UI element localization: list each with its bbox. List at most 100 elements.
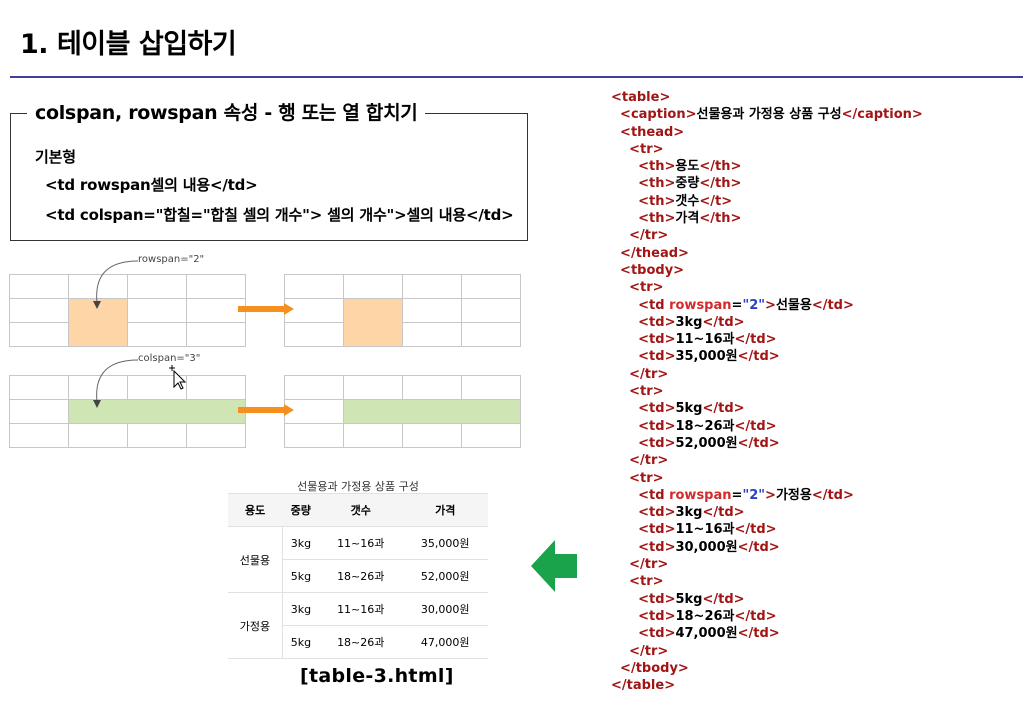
rowspan-after-merged-cell <box>343 298 403 347</box>
code-token: <tr> <box>611 141 664 157</box>
code-token: </td> <box>702 401 745 417</box>
code-token: </td> <box>734 522 777 538</box>
code-line: <tr> <box>611 573 923 590</box>
code-token: rowspan <box>669 297 732 313</box>
code-token: 3kg <box>675 505 703 521</box>
code-line: <td>3kg</td> <box>611 504 923 521</box>
code-token: <td> <box>611 505 676 521</box>
code-token: <td <box>611 487 670 503</box>
code-token: </td> <box>702 591 745 607</box>
code-token: <td> <box>611 522 676 538</box>
colspan-before-cell <box>186 375 246 400</box>
group-cell: 선물용 <box>228 526 283 593</box>
code-line: <caption>선물용과 가정용 상품 구성</caption> <box>611 106 923 123</box>
code-token: </tr> <box>611 228 669 244</box>
colspan-after-cell <box>343 375 403 400</box>
rowspan-after-cell <box>284 274 344 299</box>
syntax-line-rowspan: <td rowspan셀의 내용</td> <box>45 176 258 194</box>
code-line: <td rowspan="2">선물용</td> <box>611 297 923 314</box>
code-token: </thead> <box>611 245 689 261</box>
code-token: </td> <box>737 349 780 365</box>
table-cell: 3kg <box>282 592 320 626</box>
code-token: 가격 <box>675 211 700 227</box>
code-line: <tr> <box>611 470 923 487</box>
colspan-after-cell <box>284 423 344 448</box>
code-token: </tr> <box>611 643 669 659</box>
code-token: </td> <box>737 626 780 642</box>
rowspan-after-cell <box>461 322 521 347</box>
code-token: </td> <box>737 539 780 555</box>
code-line: <td>18~26과</td> <box>611 608 923 625</box>
rowspan-before-cell <box>9 298 69 323</box>
colspan-after-cell <box>461 423 521 448</box>
code-line: <th>중량</th> <box>611 175 923 192</box>
rowspan-before-cell <box>127 322 187 347</box>
code-token: <th> <box>611 176 676 192</box>
info-subhead: 기본형 <box>35 148 76 166</box>
code-token: <td> <box>611 539 676 555</box>
header-cell: 갯수 <box>319 493 403 527</box>
rowspan-before-cell <box>186 322 246 347</box>
code-token: </td> <box>734 608 777 624</box>
code-line: <td>3kg</td> <box>611 314 923 331</box>
code-line: <td>11~16과</td> <box>611 521 923 538</box>
page-title: 1. 테이블 삽입하기 <box>20 29 237 60</box>
colspan-before-cell <box>9 375 69 400</box>
info-box-heading: colspan, rowspan 속성 - 행 또는 열 합치기 <box>27 98 426 125</box>
colspan-before-cell <box>9 399 69 424</box>
code-line: </tr> <box>611 556 923 573</box>
colspan-curve-arrow <box>93 359 139 408</box>
header-cell: 가격 <box>402 493 488 527</box>
table-cell: 5kg <box>282 559 320 593</box>
code-token: 11~16과 <box>675 332 735 348</box>
code-line: <td rowspan="2">가정용</td> <box>611 487 923 504</box>
rowspan-before-cell <box>186 274 246 299</box>
colspan-after-cell <box>284 375 344 400</box>
rowspan-before-cell <box>9 274 69 299</box>
rowspan-after-cell <box>284 322 344 347</box>
rowspan-before-cell <box>9 322 69 347</box>
code-token: > <box>765 297 776 313</box>
header-cell: 중량 <box>282 493 320 527</box>
syntax-line-colspan: <td colspan="합칠="합칠 셀의 개수"> 셀의 개수">셀의 내용… <box>45 206 514 224</box>
code-token: <td> <box>611 314 676 330</box>
code-token: </td> <box>737 435 780 451</box>
code-line: <th>가격</th> <box>611 210 923 227</box>
code-line: </tbody> <box>611 660 923 677</box>
code-line: <td>35,000원</td> <box>611 348 923 365</box>
code-token: 중량 <box>675 176 700 192</box>
table-row: 선물용 3kg 11~16과 35,000원 <box>228 526 488 593</box>
code-token: </td> <box>734 418 777 434</box>
code-token: 3kg <box>675 314 703 330</box>
transform-arrow-1-head <box>284 303 294 315</box>
sample-table: 용도 중량 갯수 가격 선물용 3kg 11~16과 35,000원 5kg 1… <box>228 493 488 659</box>
code-line: <th>용도</th> <box>611 158 923 175</box>
table-cell: 18~26과 <box>319 625 403 659</box>
table-cell: 11~16과 <box>319 592 403 626</box>
code-line: <td>47,000원</td> <box>611 625 923 642</box>
header-cell: 용도 <box>228 493 283 527</box>
code-token: <td> <box>611 418 676 434</box>
title-divider <box>10 76 1023 78</box>
colspan-after-merged-cell <box>343 399 521 424</box>
code-token: 11~16과 <box>675 522 735 538</box>
code-token: <thead> <box>611 124 685 140</box>
table-cell: 35,000원 <box>402 526 488 560</box>
table-row: 5kg 18~26과 47,000원 <box>228 625 488 659</box>
code-token: </th> <box>699 176 742 192</box>
code-token: 선물용 <box>775 297 812 313</box>
code-token: </tr> <box>611 366 669 382</box>
colspan-after-cell <box>402 375 462 400</box>
sample-table-header-row: 용도 중량 갯수 가격 <box>228 493 488 527</box>
table-cell: 52,000원 <box>402 559 488 593</box>
code-line: <td>5kg</td> <box>611 591 923 608</box>
code-token: <tr> <box>611 574 664 590</box>
code-token: 35,000원 <box>675 349 738 365</box>
file-name-label: [table-3.html] <box>300 665 454 687</box>
colspan-before-cell <box>9 423 69 448</box>
code-line: </tr> <box>611 643 923 660</box>
code-token: </td> <box>702 505 745 521</box>
colspan-after-cell <box>343 423 403 448</box>
code-token: <th> <box>611 193 676 209</box>
code-line: <thead> <box>611 124 923 141</box>
